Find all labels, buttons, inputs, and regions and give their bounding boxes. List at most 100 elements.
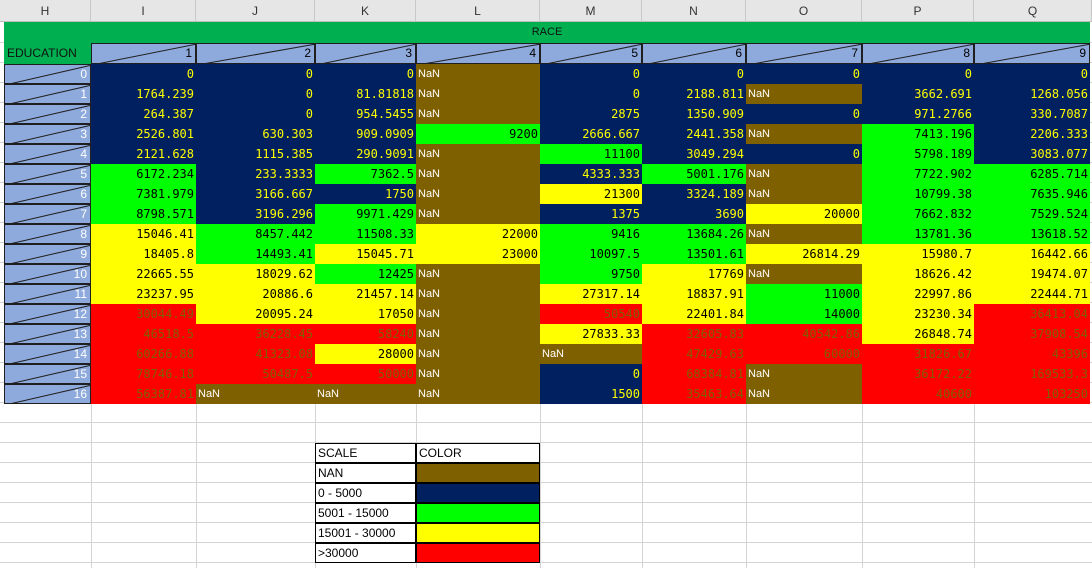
data-cell[interactable]: NaN (746, 164, 862, 184)
data-cell[interactable]: 1268.056 (974, 84, 1090, 104)
data-cell[interactable]: 8457.442 (196, 224, 315, 244)
data-cell[interactable]: 36413.04 (974, 304, 1090, 324)
data-cell[interactable]: 22665.55 (91, 264, 196, 284)
data-cell[interactable]: 290.9091 (315, 144, 416, 164)
data-cell[interactable]: NaN (416, 84, 540, 104)
data-cell[interactable]: 2188.811 (642, 84, 746, 104)
data-cell[interactable]: 971.2766 (862, 104, 974, 124)
data-cell[interactable]: NaN (746, 364, 862, 384)
data-cell[interactable]: 630.303 (196, 124, 315, 144)
data-cell[interactable]: 0 (196, 84, 315, 104)
data-cell[interactable]: 22444.71 (974, 284, 1090, 304)
data-cell[interactable]: NaN (746, 84, 862, 104)
data-cell[interactable]: 78746.18 (91, 364, 196, 384)
data-cell[interactable]: 40600 (862, 384, 974, 404)
data-cell[interactable]: NaN (746, 384, 862, 404)
data-cell[interactable]: 2121.628 (91, 144, 196, 164)
data-cell[interactable]: 7722.902 (862, 164, 974, 184)
data-cell[interactable]: 13501.61 (642, 244, 746, 264)
data-cell[interactable]: 0 (642, 64, 746, 84)
data-cell[interactable]: 7362.5 (315, 164, 416, 184)
data-cell[interactable]: 1115.385 (196, 144, 315, 164)
data-cell[interactable]: NaN (746, 264, 862, 284)
data-cell[interactable]: 32605.83 (642, 324, 746, 344)
data-cell[interactable]: 60000 (746, 344, 862, 364)
data-cell[interactable]: NaN (315, 384, 416, 404)
data-cell[interactable]: 58240 (315, 324, 416, 344)
data-cell[interactable]: NaN (416, 64, 540, 84)
data-cell[interactable]: 0 (196, 64, 315, 84)
data-cell[interactable]: 2526.801 (91, 124, 196, 144)
data-cell[interactable]: 60266.88 (91, 344, 196, 364)
data-cell[interactable]: 2666.667 (540, 124, 642, 144)
data-cell[interactable]: 18405.8 (91, 244, 196, 264)
data-cell[interactable]: 3690 (642, 204, 746, 224)
data-cell[interactable]: 1764.239 (91, 84, 196, 104)
data-cell[interactable]: 6172.234 (91, 164, 196, 184)
data-cell[interactable]: 7381.979 (91, 184, 196, 204)
data-cell[interactable]: 5798.189 (862, 144, 974, 164)
column-header-i[interactable]: I (91, 0, 196, 22)
data-cell[interactable]: 43396 (974, 344, 1090, 364)
data-cell[interactable]: 81.81818 (315, 84, 416, 104)
data-cell[interactable]: 8798.571 (91, 204, 196, 224)
data-cell[interactable]: 10097.5 (540, 244, 642, 264)
data-cell[interactable]: 909.0909 (315, 124, 416, 144)
data-cell[interactable]: 22000 (416, 224, 540, 244)
data-cell[interactable]: 20000 (746, 204, 862, 224)
column-header-p[interactable]: P (862, 0, 974, 22)
data-cell[interactable]: NaN (416, 284, 540, 304)
column-header-j[interactable]: J (196, 0, 315, 22)
data-cell[interactable]: 17769 (642, 264, 746, 284)
column-header-l[interactable]: L (416, 0, 540, 22)
data-cell[interactable]: 20886.6 (196, 284, 315, 304)
data-cell[interactable]: NaN (746, 124, 862, 144)
data-cell[interactable]: 20095.24 (196, 304, 315, 324)
data-cell[interactable]: 0 (862, 64, 974, 84)
data-cell[interactable]: 13684.26 (642, 224, 746, 244)
data-cell[interactable]: 6285.714 (974, 164, 1090, 184)
data-cell[interactable]: 22997.86 (862, 284, 974, 304)
column-header-h[interactable]: H (0, 0, 91, 22)
data-cell[interactable]: 7529.524 (974, 204, 1090, 224)
data-cell[interactable]: 14493.41 (196, 244, 315, 264)
data-cell[interactable]: 21300 (540, 184, 642, 204)
data-cell[interactable]: 30044.49 (91, 304, 196, 324)
data-cell[interactable]: 11508.33 (315, 224, 416, 244)
data-cell[interactable]: NaN (416, 344, 540, 364)
data-cell[interactable]: 0 (746, 144, 862, 164)
data-cell[interactable]: NaN (416, 364, 540, 384)
data-cell[interactable]: 1375 (540, 204, 642, 224)
data-cell[interactable]: 7662.832 (862, 204, 974, 224)
data-cell[interactable]: NaN (540, 344, 642, 364)
data-cell[interactable]: 27317.14 (540, 284, 642, 304)
data-cell[interactable]: 264.387 (91, 104, 196, 124)
data-cell[interactable]: 18626.42 (862, 264, 974, 284)
data-cell[interactable]: 233.3333 (196, 164, 315, 184)
data-cell[interactable]: 18837.91 (642, 284, 746, 304)
data-cell[interactable]: 10799.38 (862, 184, 974, 204)
data-cell[interactable]: 18029.62 (196, 264, 315, 284)
data-cell[interactable]: 17050 (315, 304, 416, 324)
data-cell[interactable]: 7635.946 (974, 184, 1090, 204)
data-cell[interactable]: 50000 (315, 364, 416, 384)
data-cell[interactable]: 0 (974, 64, 1090, 84)
data-cell[interactable]: 3196.296 (196, 204, 315, 224)
data-cell[interactable]: 31826.67 (862, 344, 974, 364)
data-cell[interactable]: 1350.909 (642, 104, 746, 124)
column-header-q[interactable]: Q (974, 0, 1092, 22)
data-cell[interactable]: 28000 (315, 344, 416, 364)
data-cell[interactable]: 3662.691 (862, 84, 974, 104)
data-cell[interactable]: 26814.29 (746, 244, 862, 264)
data-cell[interactable]: 0 (315, 64, 416, 84)
data-cell[interactable]: 19474.07 (974, 264, 1090, 284)
data-cell[interactable]: 2206.333 (974, 124, 1090, 144)
data-cell[interactable]: 11100 (540, 144, 642, 164)
data-cell[interactable]: 103250 (974, 384, 1090, 404)
data-cell[interactable]: 3083.077 (974, 144, 1090, 164)
data-cell[interactable]: NaN (416, 204, 540, 224)
data-cell[interactable]: 15046.41 (91, 224, 196, 244)
data-cell[interactable]: NaN (196, 384, 315, 404)
data-cell[interactable]: 35463.64 (642, 384, 746, 404)
data-cell[interactable]: 13618.52 (974, 224, 1090, 244)
